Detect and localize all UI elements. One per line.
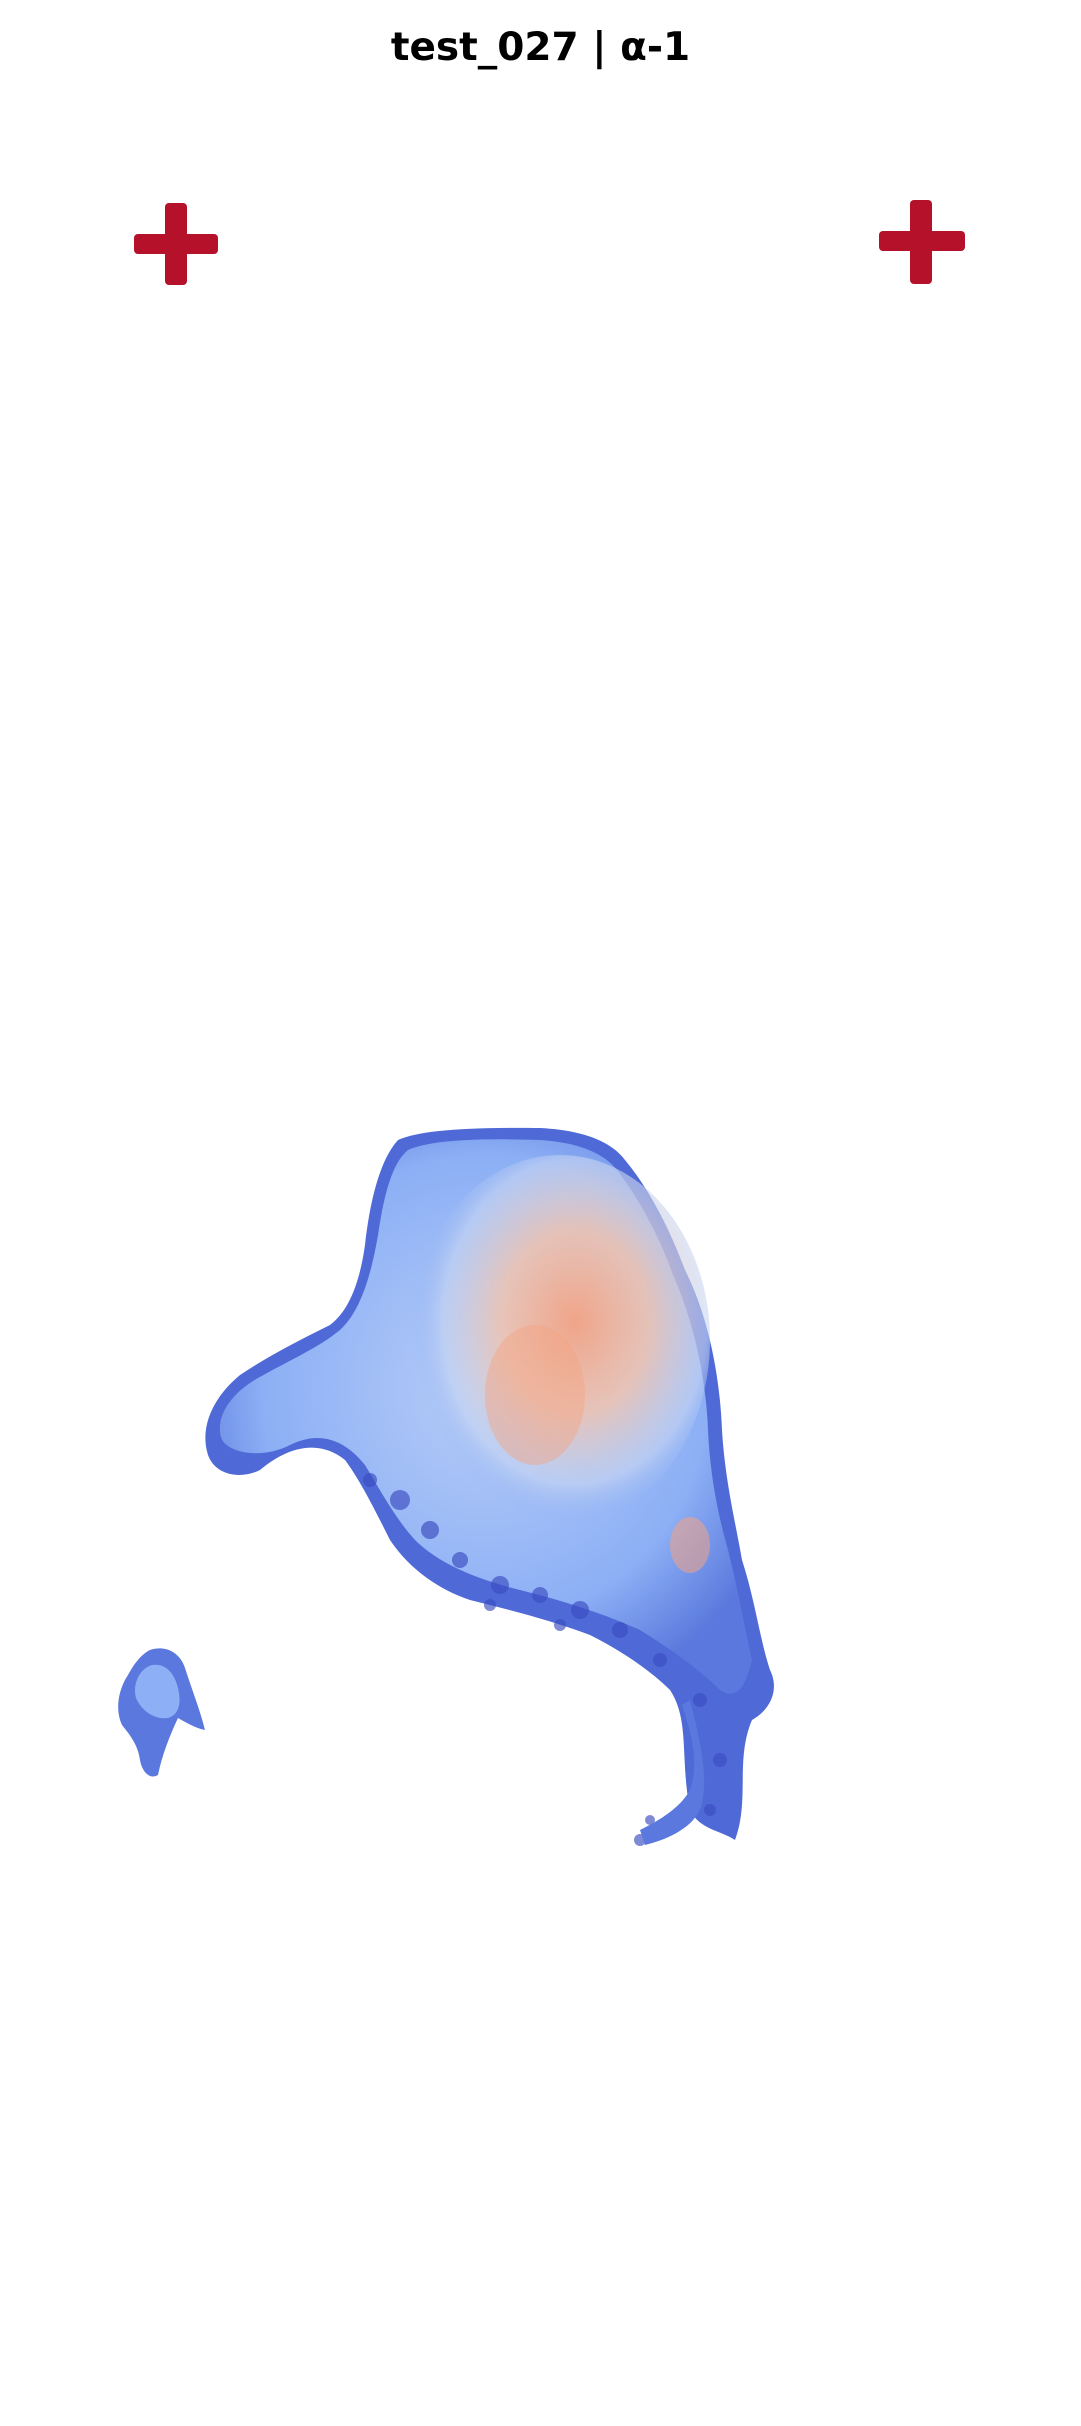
fiducial-cross-left: [134, 203, 218, 285]
fiducial-cross-right: [879, 200, 965, 284]
small-tissue-fragment: [118, 1648, 205, 1777]
main-tissue-region: [205, 1127, 774, 1846]
figure-title: test_027 | α-1: [390, 25, 691, 70]
